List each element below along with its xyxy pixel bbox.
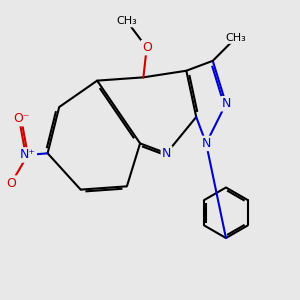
Text: N: N [202,137,211,150]
Text: N: N [221,97,231,110]
Text: N⁺: N⁺ [20,148,36,161]
Text: N: N [162,147,171,160]
Text: O: O [142,41,152,54]
Text: O: O [6,176,16,190]
Text: CH₃: CH₃ [116,16,137,26]
Text: O⁻: O⁻ [13,112,29,125]
Text: CH₃: CH₃ [226,33,246,43]
